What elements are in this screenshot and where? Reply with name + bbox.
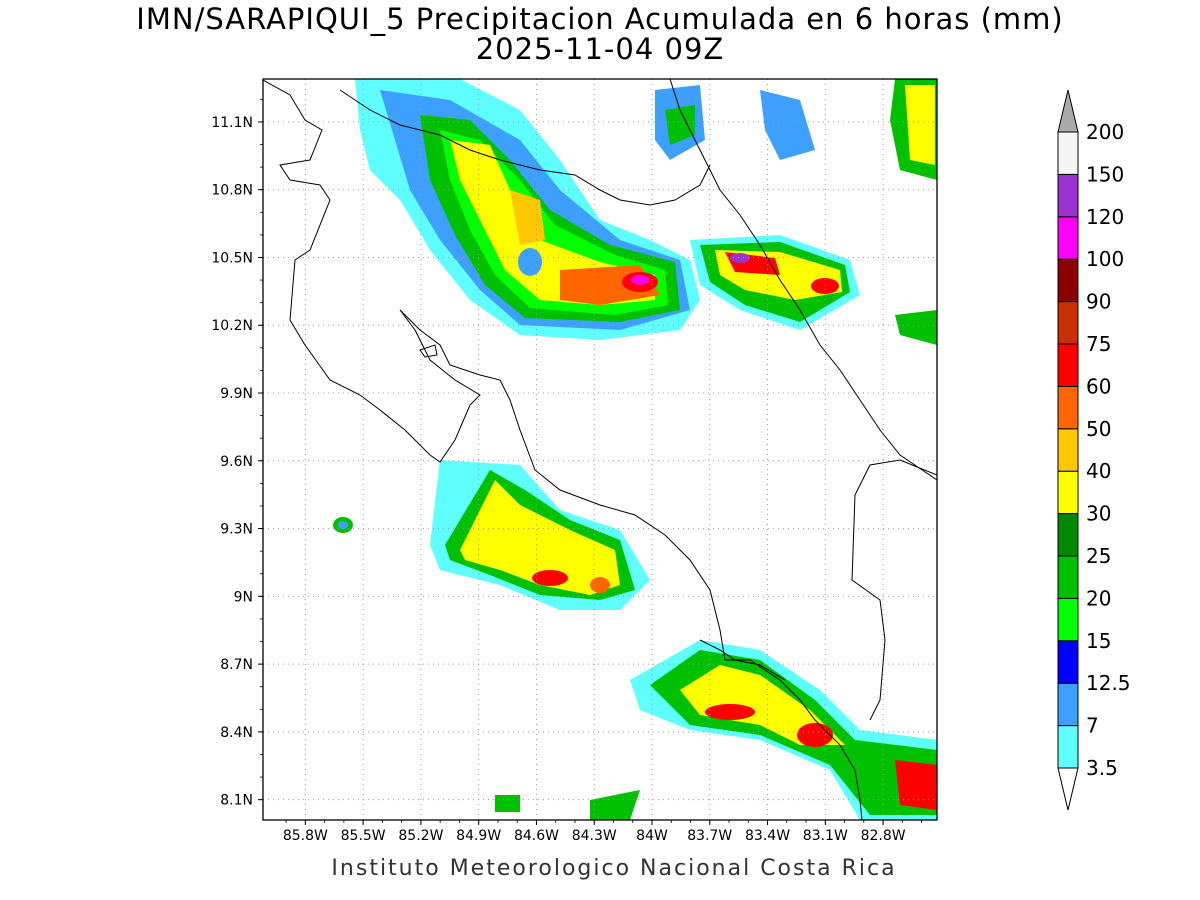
colorbar-swatch xyxy=(1057,640,1079,684)
x-tick-label: 82.8W xyxy=(861,828,906,844)
footer-credit: Instituto Meteorologico Nacional Costa R… xyxy=(331,856,897,881)
y-tick-label: 8.7N xyxy=(220,657,253,673)
rain-cell-north xyxy=(355,79,700,340)
colorbar-swatch xyxy=(1057,385,1079,430)
colorbar-swatch xyxy=(1057,597,1079,642)
colorbar-swatch xyxy=(1057,343,1079,387)
colorbar-swatch xyxy=(1057,725,1079,769)
y-tick-label: 9.9N xyxy=(220,386,253,402)
colorbar-label: 30 xyxy=(1086,502,1111,526)
colorbar-swatch xyxy=(1057,173,1079,218)
colorbar-label: 60 xyxy=(1086,374,1111,398)
colorbar-label: 200 xyxy=(1086,120,1124,144)
x-tick-label: 85.5W xyxy=(341,828,386,844)
colorbar-label: 100 xyxy=(1086,247,1124,271)
x-tick-label: 84.3W xyxy=(572,828,617,844)
colorbar-swatch xyxy=(1057,428,1079,472)
x-tick-label: 84.6W xyxy=(514,828,559,844)
border-panama xyxy=(851,459,937,721)
island-chira xyxy=(419,344,438,358)
colorbar-swatch xyxy=(1057,682,1079,727)
coastline-caribbean xyxy=(669,79,937,481)
y-tick-label: 10.2N xyxy=(211,318,253,334)
x-tick-label: 84W xyxy=(636,828,668,844)
chart-subtitle: 2025-11-04 09Z xyxy=(475,32,725,66)
colorbar-label: 90 xyxy=(1086,290,1111,314)
coastline-pacific-north xyxy=(263,79,481,463)
colorbar-label: 20 xyxy=(1086,586,1111,610)
colorbar-label: 120 xyxy=(1086,205,1124,229)
colorbar-label: 7 xyxy=(1086,714,1099,738)
x-tick-label: 83.4W xyxy=(745,828,790,844)
border-nicaragua xyxy=(339,89,711,206)
colorbar-label: 12.5 xyxy=(1086,671,1131,695)
colorbar-arrow-top xyxy=(1057,89,1079,133)
map-frame xyxy=(262,78,938,821)
precipitation-field xyxy=(333,79,937,820)
y-tick-label: 8.1N xyxy=(220,793,253,809)
x-tick-label: 83.7W xyxy=(687,828,732,844)
y-tick-label: 9.3N xyxy=(220,522,253,538)
x-tick-label: 83.1W xyxy=(803,828,848,844)
y-tick-label: 9N xyxy=(234,589,253,605)
y-tick-label: 11.1N xyxy=(211,115,253,131)
y-tick-label: 8.4N xyxy=(220,725,253,741)
x-tick-label: 85.2W xyxy=(398,828,443,844)
chart-title: IMN/SARAPIQUI_5 Precipitacion Acumulada … xyxy=(136,2,1064,36)
rain-cell-south xyxy=(495,640,937,820)
colorbar-arrow-bottom xyxy=(1057,767,1079,811)
colorbar: 3.5 7 12.5 15 20 25 30 40 50 60 75 90 100 120 150 200 xyxy=(1057,89,1131,811)
coastline-nicoya-gulf xyxy=(399,309,863,820)
axis-ticks: 85.8W 85.5W 85.2W 84.9W 84.6W 84.3W 84W 83.7W 83… xyxy=(211,98,922,844)
colorbar-label: 150 xyxy=(1086,162,1124,186)
y-tick-label: 10.5N xyxy=(211,250,253,266)
colorbar-swatch xyxy=(1057,470,1079,515)
coastline-osa xyxy=(699,639,786,681)
colorbar-label: 3.5 xyxy=(1086,756,1118,780)
colorbar-swatch xyxy=(1057,301,1079,345)
y-tick-label: 9.6N xyxy=(220,454,253,470)
colorbar-label: 75 xyxy=(1086,332,1111,356)
x-tick-label: 84.9W xyxy=(456,828,501,844)
colorbar-swatch xyxy=(1057,131,1079,175)
rain-cell-northeast xyxy=(655,79,937,345)
map-gridlines xyxy=(263,79,937,820)
rain-cell-central xyxy=(333,460,650,610)
colorbar-label: 25 xyxy=(1086,544,1111,568)
colorbar-swatch xyxy=(1057,513,1079,557)
colorbar-label: 15 xyxy=(1086,629,1111,653)
colorbar-swatch xyxy=(1057,216,1079,260)
colorbar-label: 50 xyxy=(1086,417,1111,441)
x-tick-label: 85.8W xyxy=(283,828,328,844)
colorbar-swatch xyxy=(1057,555,1079,599)
colorbar-swatch xyxy=(1057,258,1079,303)
coastline xyxy=(263,79,937,820)
colorbar-label: 40 xyxy=(1086,459,1111,483)
y-tick-label: 10.8N xyxy=(211,183,253,199)
